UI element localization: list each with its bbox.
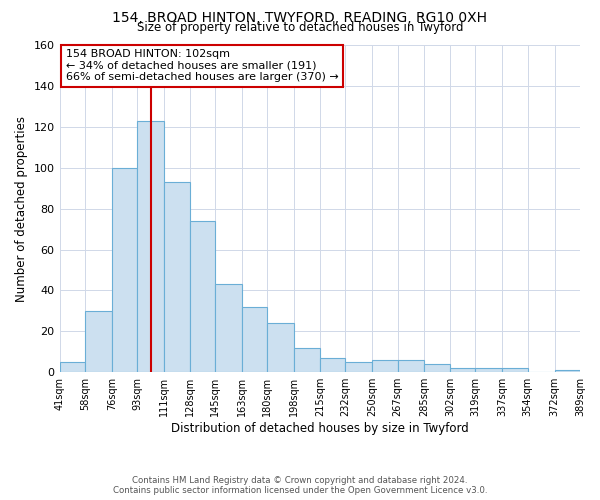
Bar (190, 221, 215, 372)
Text: Size of property relative to detached houses in Twyford: Size of property relative to detached ho… (137, 22, 463, 35)
Bar (164, 182, 190, 372)
Bar (424, 364, 450, 372)
Bar (320, 358, 345, 372)
Bar (59, 362, 85, 372)
Y-axis label: Number of detached properties: Number of detached properties (15, 116, 28, 302)
Bar (295, 348, 320, 372)
Bar (398, 360, 424, 372)
Bar (268, 323, 295, 372)
Bar (345, 362, 372, 372)
Bar (554, 370, 580, 372)
Text: 154, BROAD HINTON, TWYFORD, READING, RG10 0XH: 154, BROAD HINTON, TWYFORD, READING, RG1… (113, 11, 487, 25)
Bar (450, 368, 475, 372)
Bar (242, 307, 268, 372)
Bar (137, 120, 164, 372)
Bar (215, 284, 242, 372)
X-axis label: Distribution of detached houses by size in Twyford: Distribution of detached houses by size … (171, 422, 469, 435)
Bar (372, 360, 398, 372)
Bar (502, 368, 527, 372)
Bar (475, 368, 502, 372)
Bar (112, 168, 137, 372)
Bar (85, 311, 112, 372)
Text: Contains HM Land Registry data © Crown copyright and database right 2024.
Contai: Contains HM Land Registry data © Crown c… (113, 476, 487, 495)
Text: 154 BROAD HINTON: 102sqm
← 34% of detached houses are smaller (191)
66% of semi-: 154 BROAD HINTON: 102sqm ← 34% of detach… (65, 49, 338, 82)
